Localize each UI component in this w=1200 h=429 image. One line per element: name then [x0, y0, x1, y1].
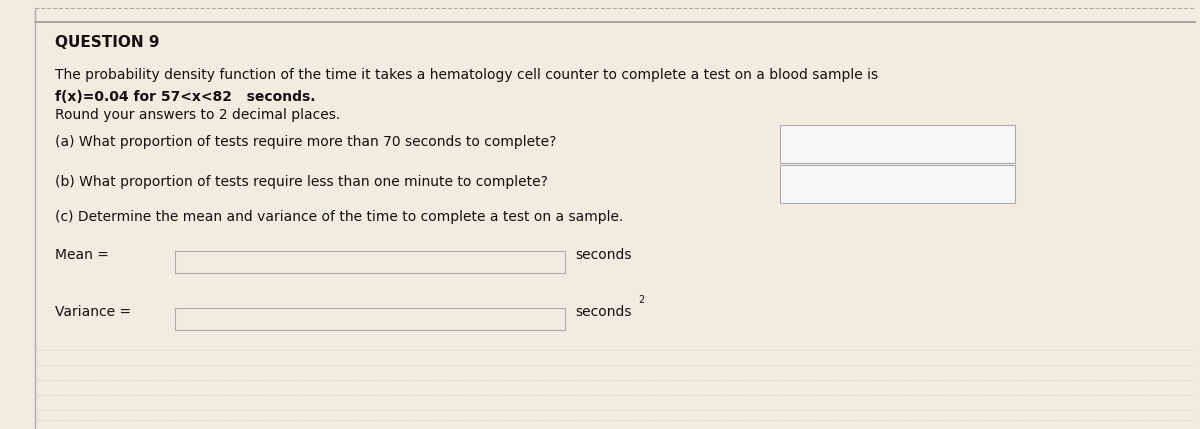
Text: seconds: seconds [575, 305, 631, 319]
Text: seconds: seconds [575, 248, 631, 262]
Text: Round your answers to 2 decimal places.: Round your answers to 2 decimal places. [55, 108, 341, 122]
Bar [175, 251, 565, 273]
Bar [780, 125, 1015, 163]
Bar [780, 165, 1015, 203]
Text: (a) What proportion of tests require more than 70 seconds to complete?: (a) What proportion of tests require mor… [55, 135, 557, 149]
Text: Mean =: Mean = [55, 248, 109, 262]
Text: The probability density function of the time it takes a hematology cell counter : The probability density function of the … [55, 68, 878, 82]
Text: 2: 2 [638, 295, 644, 305]
Bar [175, 308, 565, 330]
Text: QUESTION 9: QUESTION 9 [55, 35, 160, 50]
Text: f(x)=0.04 for 57<x<82   seconds.: f(x)=0.04 for 57<x<82 seconds. [55, 90, 316, 104]
Text: Variance =: Variance = [55, 305, 131, 319]
Text: (c) Determine the mean and variance of the time to complete a test on a sample.: (c) Determine the mean and variance of t… [55, 210, 623, 224]
Text: (b) What proportion of tests require less than one minute to complete?: (b) What proportion of tests require les… [55, 175, 548, 189]
